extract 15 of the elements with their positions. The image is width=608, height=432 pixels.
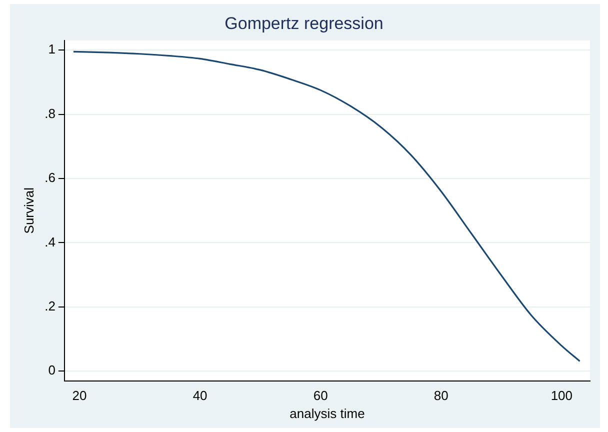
x-tick-label: 80 bbox=[434, 388, 448, 404]
x-tick-label: 100 bbox=[550, 388, 573, 404]
y-tick-label: 1 bbox=[48, 42, 56, 57]
y-tick-label: 0 bbox=[48, 362, 56, 378]
chart-title: Gompertz regression bbox=[224, 14, 384, 33]
y-tick-label: .2 bbox=[44, 298, 56, 314]
y-tick-label: .4 bbox=[44, 234, 56, 250]
y-tick-label: .8 bbox=[44, 106, 56, 121]
x-tick-label: 20 bbox=[72, 388, 87, 404]
y-axis-title: Survival bbox=[21, 187, 36, 234]
y-tick-label: .6 bbox=[44, 170, 56, 186]
x-axis-title: analysis time bbox=[290, 406, 365, 421]
x-tick-label: 60 bbox=[313, 388, 328, 404]
line-series bbox=[72, 50, 581, 362]
x-tick-label: 40 bbox=[192, 388, 208, 404]
